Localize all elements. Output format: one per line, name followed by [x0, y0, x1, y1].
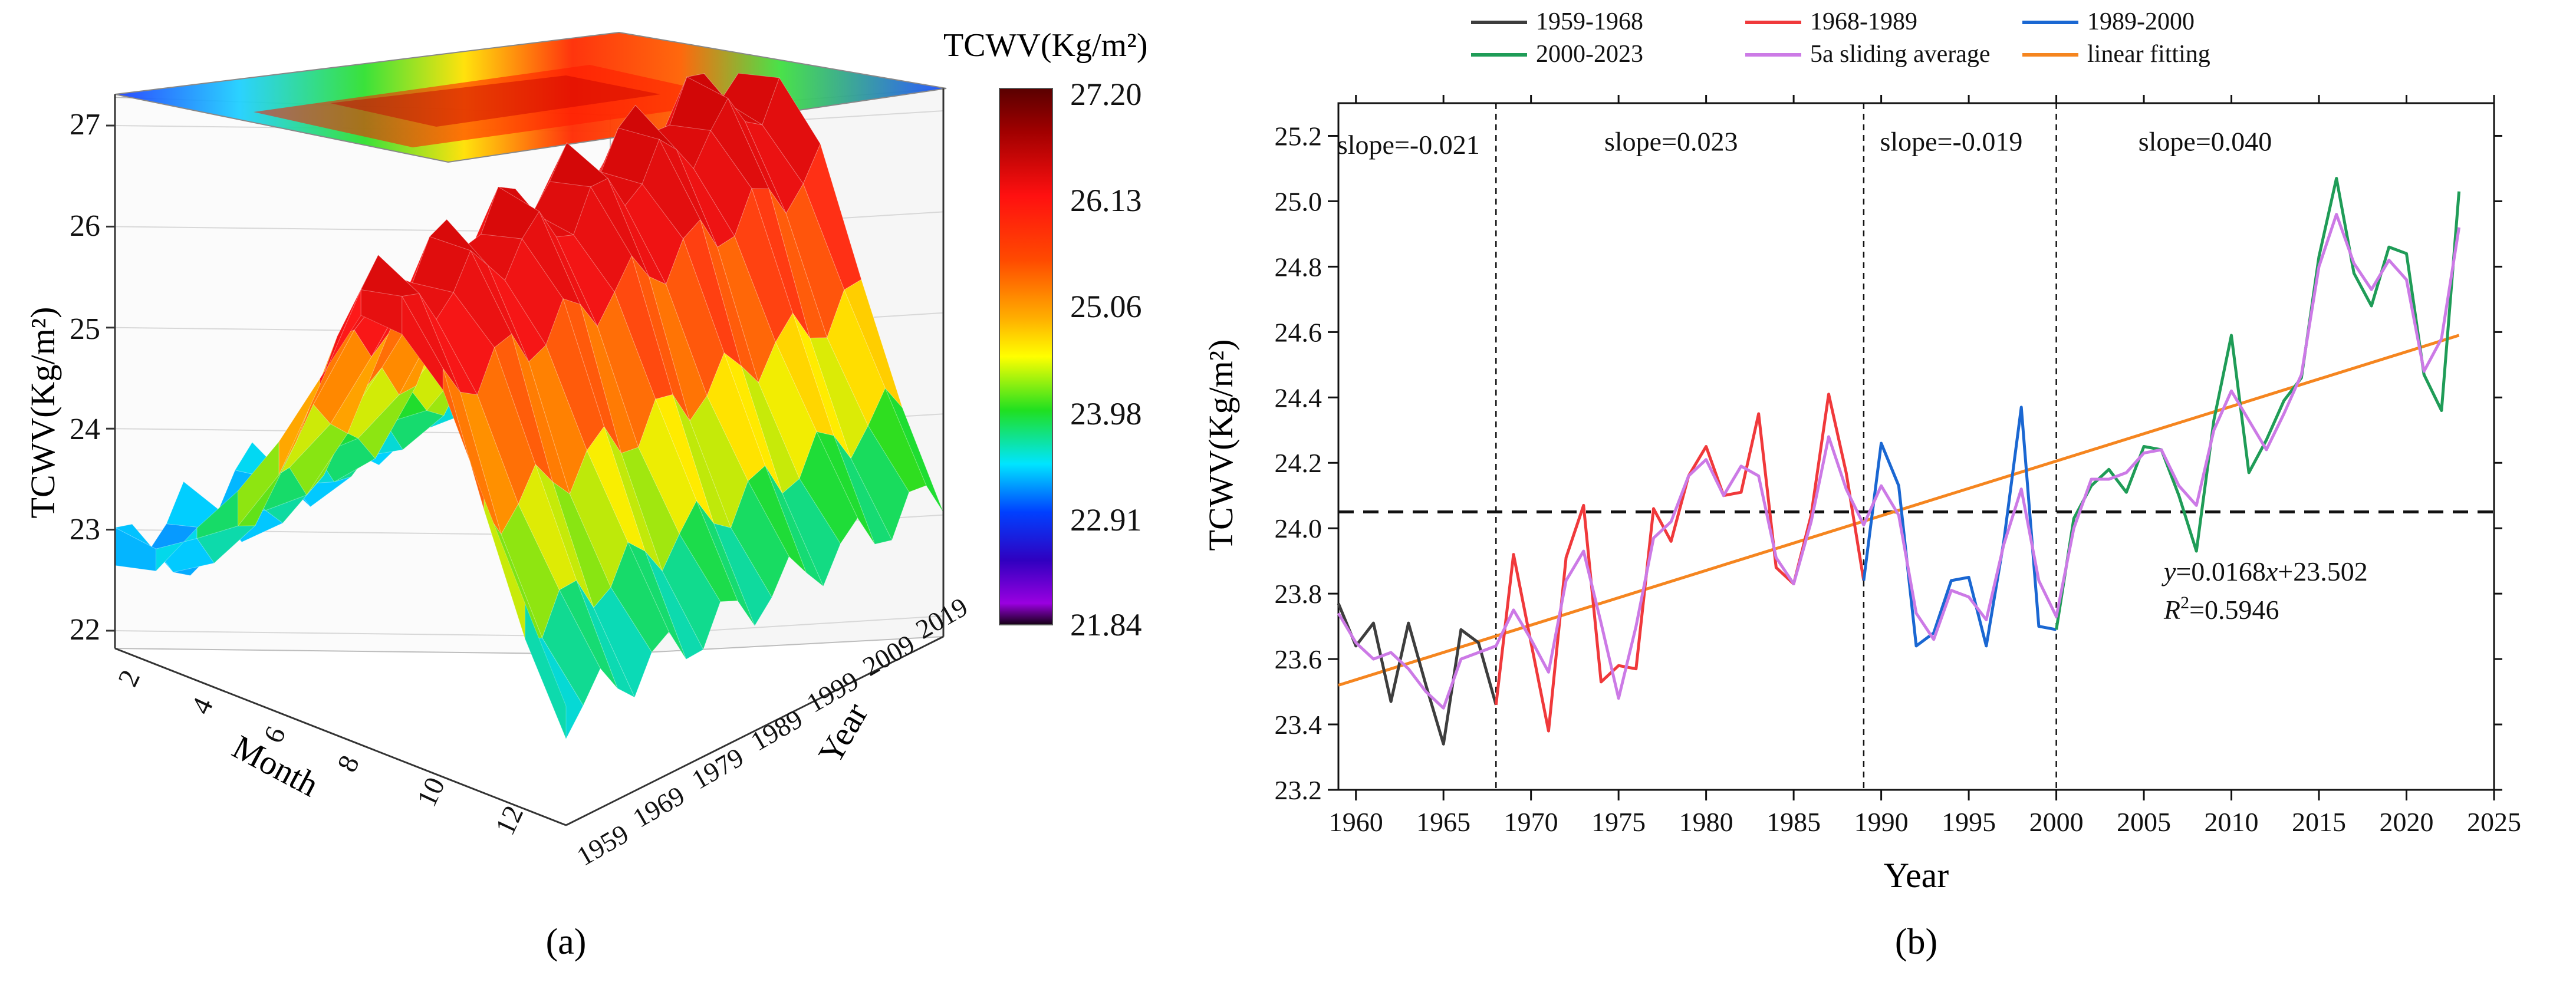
slope-annotation: slope=0.040: [2139, 127, 2272, 157]
y-axis-title: TCWV(Kg/m²): [1202, 340, 1240, 551]
x-tick-label: 1970: [1504, 807, 1558, 837]
x-tick-label: 1990: [1854, 807, 1909, 837]
series-line-5a-sliding-average: [1337, 213, 2461, 710]
slope-annotation: slope=-0.019: [1880, 127, 2022, 157]
x-tick-label: 2015: [2292, 807, 2346, 837]
plot-area-frame: [1337, 102, 2495, 791]
z-axis-title: TCWV(Kg/m²): [24, 307, 62, 519]
legend-label: 5a sliding average: [1810, 41, 1991, 68]
month-tick-label: 8: [331, 750, 366, 776]
y-tick-label: 24.2: [1275, 448, 1322, 478]
year-tick-label: 1959: [572, 818, 634, 871]
legend-label: 2000-2023: [1536, 41, 1643, 68]
month-tick-label: 2: [112, 665, 146, 691]
x-tick-label: 2025: [2467, 807, 2521, 837]
y-tick-label: 23.4: [1275, 710, 1322, 740]
x-tick-label: 1995: [1942, 807, 1996, 837]
x-tick-label: 1980: [1679, 807, 1733, 837]
box-front-frame: [114, 88, 945, 826]
x-tick-label: 2000: [2029, 807, 2084, 837]
colorbar-tick-label: 25.06: [1070, 289, 1142, 324]
colorbar-tick-label: 23.98: [1070, 396, 1142, 431]
z-tick-label: 25: [70, 312, 100, 346]
colorbar: 27.20 26.13 25.06 23.98 22.91 21.84 TCWV…: [943, 27, 1148, 642]
axes-ticks: 1960 1965 1970 1975 1980 1985 1990 1995 2000 2005…: [1275, 95, 2521, 837]
line-chart: 1959-1968 1968-1989 1989-2000 2000-2023 5a s…: [1202, 8, 2521, 962]
series-line-2000-2023: [2055, 177, 2461, 630]
colorbar-tick-label: 26.13: [1070, 183, 1142, 218]
slope-annotations: slope=-0.021 slope=0.023 slope=-0.019 slope…: [1337, 127, 2272, 160]
y-tick-label: 25.0: [1275, 186, 1322, 216]
y-tick-label: 23.6: [1275, 644, 1322, 674]
y-tick-label: 25.2: [1275, 121, 1322, 151]
legend-label: linear fitting: [2087, 41, 2210, 68]
colorbar-tick-label: 27.20: [1070, 77, 1142, 112]
eq-x: x: [2265, 556, 2278, 586]
r-squared: R2=0.5946: [2163, 593, 2279, 625]
series-line-1968-1989: [1494, 393, 1866, 733]
y-tick-label: 23.2: [1275, 775, 1322, 805]
month-tick-label: 4: [185, 693, 219, 719]
panel-a: 22 23 24 25 26 27 TCWV(Kg/m²) 2 4 6 8 10…: [0, 0, 1197, 979]
eq-coef: =0.0168: [2176, 556, 2265, 586]
year-tick-label: 1989: [746, 703, 808, 756]
slope-annotation: slope=0.023: [1604, 127, 1738, 157]
y-tick-label: 24.8: [1275, 252, 1322, 282]
legend: 1959-1968 1968-1989 1989-2000 2000-2023 5a s…: [1471, 8, 2210, 68]
regression-equation: y=0.0168x+23.502: [2162, 556, 2368, 586]
top-contour-map: [114, 31, 947, 163]
year-tick-label: 1969: [628, 780, 690, 833]
reference-lines: [1338, 103, 2494, 790]
z-axis-labels: 22 23 24 25 26 27: [70, 108, 100, 647]
y-tick-label: 24.4: [1275, 383, 1322, 413]
x-tick-label: 2010: [2205, 807, 2259, 837]
z-tick-label: 26: [70, 209, 100, 243]
y-tick-label: 24.0: [1275, 513, 1322, 543]
legend-label: 1959-1968: [1536, 8, 1643, 35]
z-tick-label: 24: [70, 413, 100, 446]
legend-label: 1989-2000: [2087, 8, 2195, 35]
eq-y: y: [2162, 556, 2176, 586]
series-line-1959-1968: [1337, 602, 1498, 746]
r2-sup: 2: [2180, 593, 2189, 612]
colorbar-title: TCWV(Kg/m²): [943, 27, 1148, 64]
z-axis-ticks: [106, 124, 115, 632]
r2-base: R: [2163, 595, 2180, 625]
x-tick-label: 1965: [1416, 807, 1470, 837]
x-tick-label: 2005: [2117, 807, 2171, 837]
colorbar-tick-label: 22.91: [1070, 502, 1142, 538]
y-tick-label: 23.8: [1275, 579, 1322, 609]
series-line-1989-2000: [1862, 406, 2057, 648]
data-series: [1337, 177, 2461, 746]
surface-patch: [524, 603, 567, 739]
month-tick-label: 12: [489, 801, 529, 840]
month-axis-labels: 2 4 6 8 10 12: [112, 665, 529, 839]
x-axis-title: Year: [1884, 856, 1949, 895]
z-tick-label: 23: [70, 513, 100, 546]
z-tick-label: 22: [70, 613, 100, 647]
tcwv-surface: [114, 73, 944, 740]
x-tick-label: 1985: [1766, 807, 1821, 837]
surface-chart: 22 23 24 25 26 27 TCWV(Kg/m²) 2 4 6 8 10…: [24, 27, 1148, 962]
z-axis-title-text: TCWV(Kg/m²): [24, 307, 62, 519]
z-tick-label: 27: [70, 108, 100, 141]
panel-label-b: (b): [1895, 922, 1937, 962]
panel-label-a: (a): [546, 922, 587, 962]
y-axis-title-text: TCWV(Kg/m²): [1202, 340, 1240, 551]
panel-b: 1959-1968 1968-1989 1989-2000 2000-2023 5a s…: [1150, 0, 2576, 979]
colorbar-gradient: [999, 88, 1053, 625]
eq-intercept: +23.502: [2278, 556, 2367, 586]
series-line-linear-fitting: [1338, 334, 2460, 687]
x-tick-label: 1960: [1329, 807, 1383, 837]
colorbar-tick-label: 21.84: [1070, 607, 1142, 642]
x-tick-label: 2020: [2380, 807, 2434, 837]
legend-label: 1968-1989: [1810, 8, 1917, 35]
y-tick-label: 24.6: [1275, 317, 1322, 347]
r2-value: =0.5946: [2189, 595, 2279, 625]
x-tick-label: 1975: [1591, 807, 1646, 837]
slope-annotation: slope=-0.021: [1337, 130, 1480, 160]
